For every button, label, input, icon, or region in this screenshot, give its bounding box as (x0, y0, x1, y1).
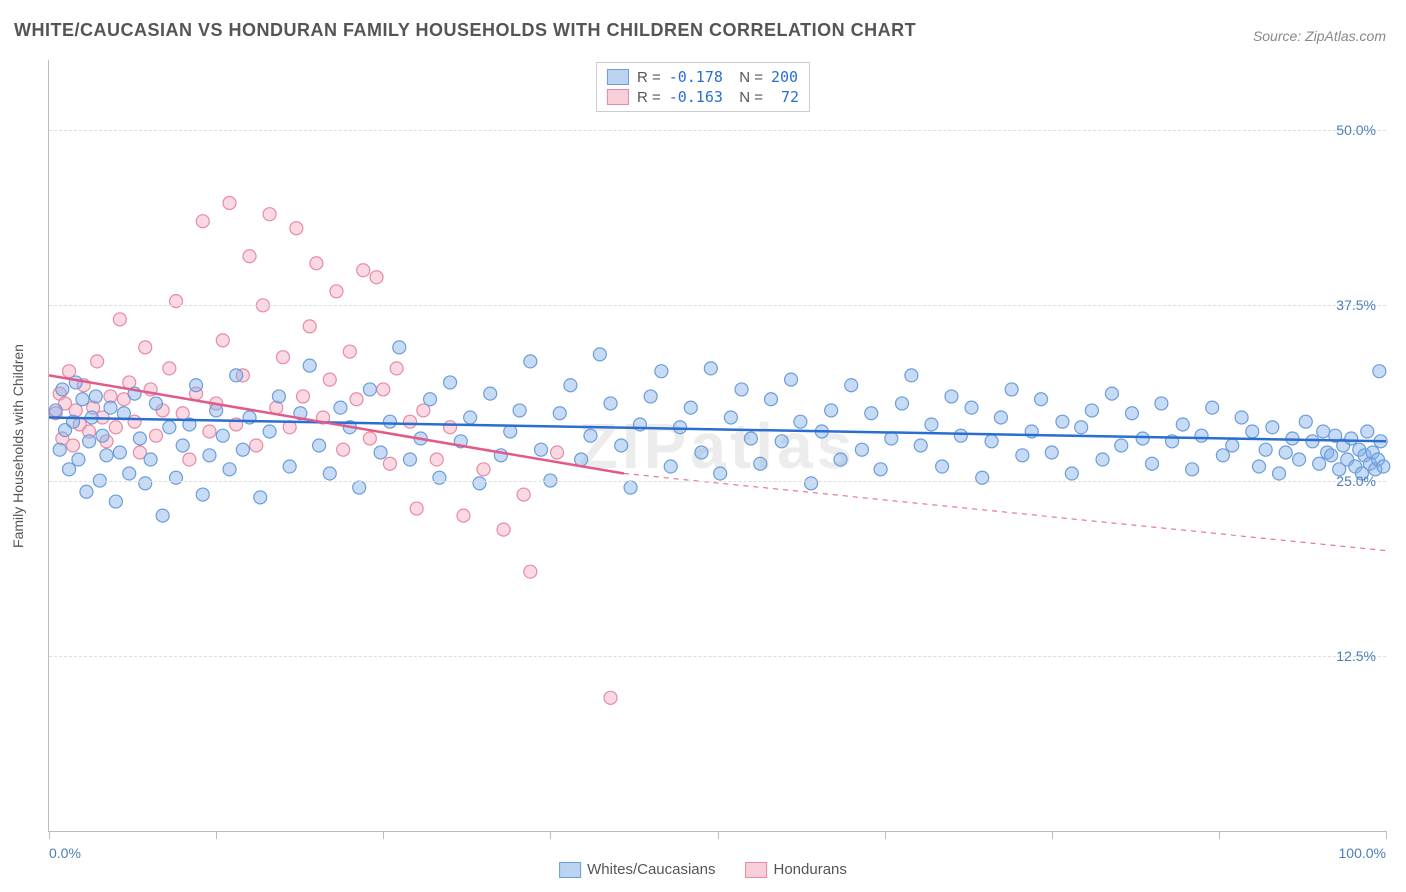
n-label: N = (731, 89, 763, 106)
stats-legend: R = -0.178 N = 200 R = -0.163 N = 72 (596, 62, 810, 112)
chart-svg (49, 60, 1386, 831)
ytick-label: 12.5% (1336, 648, 1376, 664)
series-legend: Whites/Caucasians Hondurans (559, 861, 847, 878)
n-value-pink: 72 (771, 88, 799, 106)
n-value-blue: 200 (771, 68, 798, 86)
r-label: R = (637, 69, 661, 86)
plot-area: ZIPatlas 12.5%25.0%37.5%50.0%0.0%100.0% (48, 60, 1386, 832)
legend-item-blue: Whites/Caucasians (559, 861, 715, 878)
legend-label-pink: Hondurans (774, 861, 847, 878)
source-attribution: Source: ZipAtlas.com (1253, 28, 1386, 44)
y-axis-label: Family Households with Children (10, 344, 26, 548)
stats-row-blue: R = -0.178 N = 200 (607, 67, 799, 87)
swatch-pink (746, 862, 768, 878)
swatch-blue (607, 69, 629, 85)
xtick-label: 0.0% (49, 845, 81, 861)
swatch-blue (559, 862, 581, 878)
ytick-label: 50.0% (1336, 122, 1376, 138)
swatch-pink (607, 89, 629, 105)
r-value-pink: -0.163 (669, 88, 723, 106)
n-label: N = (731, 69, 763, 86)
r-value-blue: -0.178 (669, 68, 723, 86)
xtick-label: 100.0% (1339, 845, 1386, 861)
stats-row-pink: R = -0.163 N = 72 (607, 87, 799, 107)
r-label: R = (637, 89, 661, 106)
chart-title: WHITE/CAUCASIAN VS HONDURAN FAMILY HOUSE… (14, 20, 916, 41)
legend-item-pink: Hondurans (746, 861, 847, 878)
ytick-label: 25.0% (1336, 473, 1376, 489)
ytick-label: 37.5% (1336, 297, 1376, 313)
legend-label-blue: Whites/Caucasians (587, 861, 715, 878)
